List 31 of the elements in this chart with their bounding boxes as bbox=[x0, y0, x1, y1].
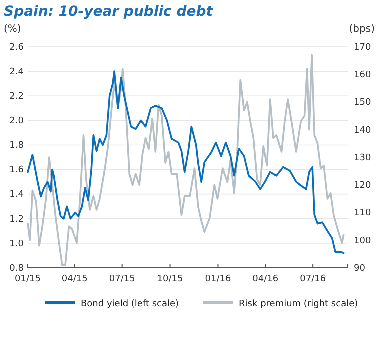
y-tick-label: 2.6 bbox=[10, 42, 24, 53]
y-tick-label: 1.4 bbox=[10, 190, 24, 200]
y2-tick-label: 110 bbox=[354, 208, 372, 219]
y-tick-label: 2.2 bbox=[10, 92, 24, 102]
y-tick-label: 0.8 bbox=[10, 264, 24, 274]
x-tick-label: 07/15 bbox=[109, 274, 136, 284]
legend-label: Bond yield (left scale) bbox=[81, 300, 180, 310]
y2-tick-label: 150 bbox=[354, 98, 372, 108]
y2-tick-label: 160 bbox=[354, 70, 372, 81]
y-tick-label: 1.8 bbox=[10, 141, 24, 152]
y-tick-label: 1.2 bbox=[10, 214, 24, 225]
x-tick-label: 10/15 bbox=[157, 274, 184, 284]
y2-tick-label: 120 bbox=[354, 181, 372, 192]
y-tick-label: 2.0 bbox=[10, 116, 24, 127]
x-tick-label: 01/16 bbox=[205, 274, 232, 284]
y-tick-label: 2.4 bbox=[10, 67, 24, 78]
y-axis-title: (%) bbox=[4, 24, 22, 35]
x-tick-label: 07/16 bbox=[300, 274, 326, 284]
x-tick-label: 04/16 bbox=[252, 274, 279, 284]
chart-title: Spain: 10-year public debt bbox=[4, 4, 214, 20]
x-tick-label: 01/15 bbox=[15, 274, 41, 284]
legend-label: Risk premium (right scale) bbox=[239, 300, 358, 310]
y2-tick-label: 90 bbox=[354, 264, 366, 274]
x-tick-label: 04/15 bbox=[62, 274, 88, 284]
y2-tick-label: 100 bbox=[354, 236, 372, 246]
y2-tick-label: 170 bbox=[354, 42, 372, 53]
y-tick-label: 1.0 bbox=[10, 239, 24, 250]
y2-tick-label: 130 bbox=[354, 153, 372, 164]
y2-axis-title: (bps) bbox=[349, 24, 376, 35]
y2-tick-label: 140 bbox=[354, 126, 372, 136]
y-tick-label: 1.6 bbox=[10, 166, 24, 176]
